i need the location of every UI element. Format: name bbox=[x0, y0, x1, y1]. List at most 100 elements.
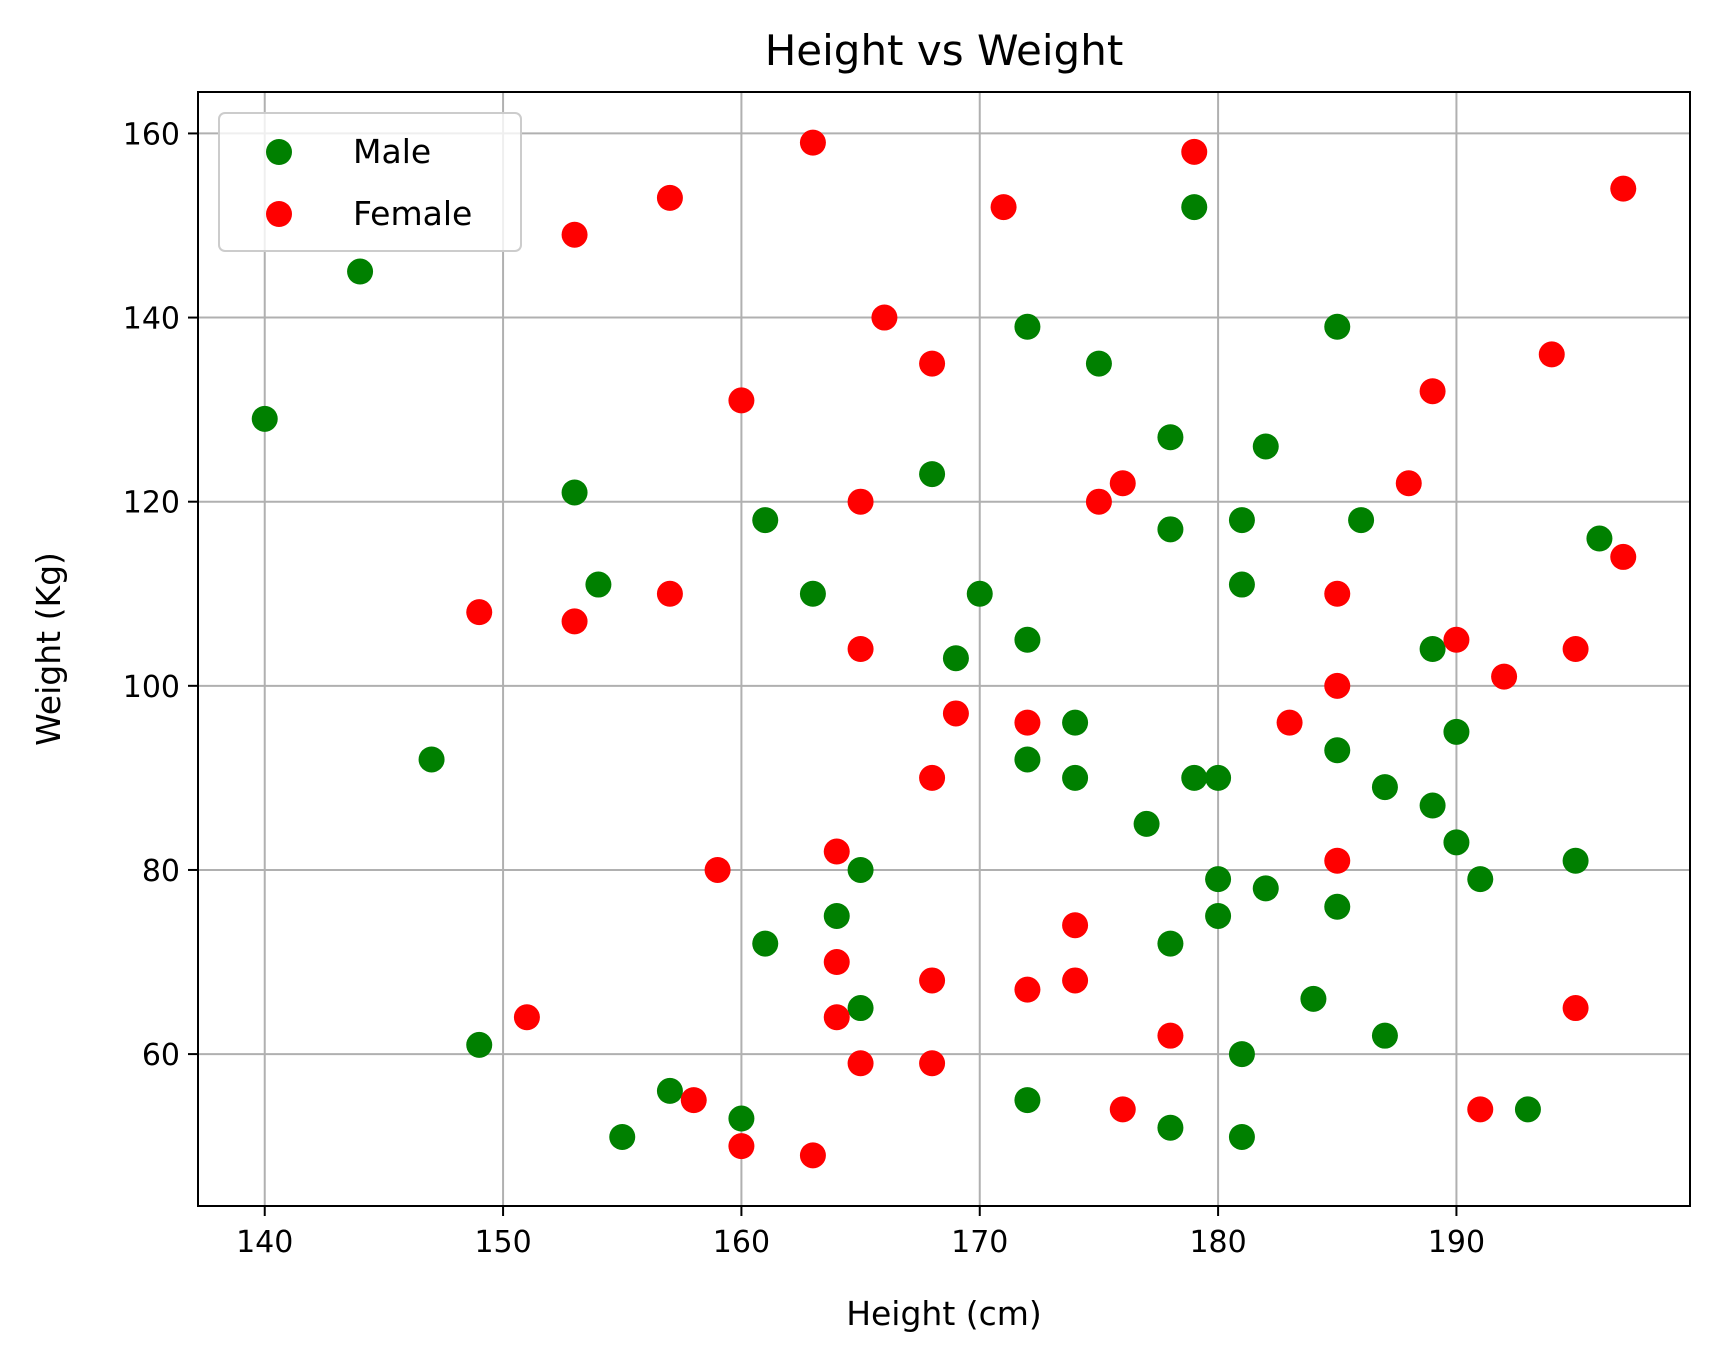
female-point bbox=[1181, 138, 1208, 165]
female-point bbox=[728, 1133, 755, 1160]
female-point bbox=[871, 304, 898, 331]
female-point bbox=[728, 387, 755, 414]
male-point bbox=[1371, 774, 1398, 801]
male-point bbox=[942, 645, 969, 672]
male-point bbox=[1228, 1123, 1255, 1150]
series-female bbox=[466, 129, 1637, 1169]
male-point bbox=[1252, 433, 1279, 460]
female-point bbox=[1109, 470, 1136, 497]
male-point bbox=[1300, 985, 1327, 1012]
female-point bbox=[561, 608, 588, 635]
female-point bbox=[990, 194, 1017, 221]
male-point bbox=[1205, 902, 1232, 929]
female-point bbox=[823, 1004, 850, 1031]
male-point bbox=[1014, 746, 1041, 773]
male-point bbox=[1348, 507, 1375, 534]
male-point bbox=[847, 995, 874, 1022]
y-tick-label: 160 bbox=[123, 117, 180, 152]
female-point bbox=[1610, 543, 1637, 570]
male-point bbox=[1228, 507, 1255, 534]
series-layer bbox=[251, 129, 1637, 1169]
female-point bbox=[1419, 378, 1446, 405]
y-tick-label: 60 bbox=[142, 1038, 180, 1073]
female-point bbox=[1157, 1022, 1184, 1049]
male-point bbox=[823, 902, 850, 929]
male-point bbox=[728, 1105, 755, 1132]
female-point bbox=[847, 1050, 874, 1077]
female-point bbox=[799, 129, 826, 156]
legend: Male Female bbox=[218, 112, 522, 252]
male-point bbox=[1181, 194, 1208, 221]
male-point bbox=[418, 746, 445, 773]
female-point bbox=[919, 1050, 946, 1077]
female-point bbox=[942, 700, 969, 727]
female-point bbox=[823, 949, 850, 976]
plot-frame bbox=[197, 91, 1691, 1207]
x-tick-label: 190 bbox=[1428, 1225, 1485, 1260]
male-point bbox=[347, 258, 374, 285]
y-axis-label: Weight (Kg) bbox=[29, 552, 68, 746]
x-tick-label: 170 bbox=[951, 1225, 1008, 1260]
male-point bbox=[847, 856, 874, 883]
female-point bbox=[561, 221, 588, 248]
male-point bbox=[251, 405, 278, 432]
male-point bbox=[1157, 516, 1184, 543]
x-tick-label: 140 bbox=[236, 1225, 293, 1260]
female-point bbox=[1562, 995, 1589, 1022]
series-male bbox=[251, 194, 1613, 1150]
male-point bbox=[752, 930, 779, 957]
male-point bbox=[1467, 866, 1494, 893]
male-point bbox=[1014, 626, 1041, 653]
male-point bbox=[1324, 313, 1351, 340]
female-point bbox=[919, 350, 946, 377]
female-point bbox=[656, 580, 683, 607]
male-point bbox=[1014, 313, 1041, 340]
female-point bbox=[847, 488, 874, 515]
male-point bbox=[1228, 1041, 1255, 1068]
female-point bbox=[1062, 912, 1089, 939]
male-point bbox=[1157, 1114, 1184, 1141]
female-point bbox=[1562, 636, 1589, 662]
male-point bbox=[966, 580, 993, 607]
female-point bbox=[680, 1087, 707, 1114]
female-point bbox=[1014, 709, 1041, 736]
x-tick-label: 180 bbox=[1189, 1225, 1246, 1260]
male-point bbox=[1085, 350, 1112, 377]
female-point bbox=[1467, 1096, 1494, 1123]
male-point bbox=[1205, 764, 1232, 791]
male-point bbox=[1133, 810, 1160, 837]
female-point bbox=[1324, 672, 1351, 699]
female-point bbox=[1062, 967, 1089, 994]
y-tick-label: 140 bbox=[123, 302, 180, 337]
male-point bbox=[466, 1031, 493, 1058]
male-point bbox=[561, 479, 588, 506]
female-point bbox=[799, 1142, 826, 1169]
x-axis-label: Height (cm) bbox=[846, 1294, 1042, 1333]
legend-label-male: Male bbox=[353, 132, 431, 171]
female-point bbox=[1109, 1096, 1136, 1123]
male-point bbox=[585, 571, 612, 598]
male-point bbox=[919, 461, 946, 488]
male-point bbox=[656, 1077, 683, 1104]
axis-ticks: 140 150 160 170 180 190 60 80 100 120 140 160 bbox=[123, 117, 1485, 1260]
female-point bbox=[1276, 709, 1303, 736]
male-point bbox=[1014, 1087, 1041, 1114]
male-point bbox=[1228, 571, 1255, 598]
male-point bbox=[1252, 875, 1279, 902]
male-point bbox=[1514, 1096, 1541, 1123]
male-point bbox=[1562, 847, 1589, 874]
female-point bbox=[1324, 580, 1351, 607]
x-tick-label: 160 bbox=[713, 1225, 770, 1260]
female-point bbox=[823, 838, 850, 865]
female-point bbox=[919, 764, 946, 791]
y-tick-label: 100 bbox=[123, 670, 180, 705]
legend-label-female: Female bbox=[353, 194, 472, 233]
x-tick-label: 150 bbox=[474, 1225, 531, 1260]
y-tick-label: 120 bbox=[123, 486, 180, 521]
female-point bbox=[1538, 341, 1565, 368]
female-point bbox=[1443, 626, 1470, 653]
male-point bbox=[1586, 525, 1613, 552]
male-point bbox=[1371, 1022, 1398, 1049]
male-point bbox=[1324, 737, 1351, 764]
